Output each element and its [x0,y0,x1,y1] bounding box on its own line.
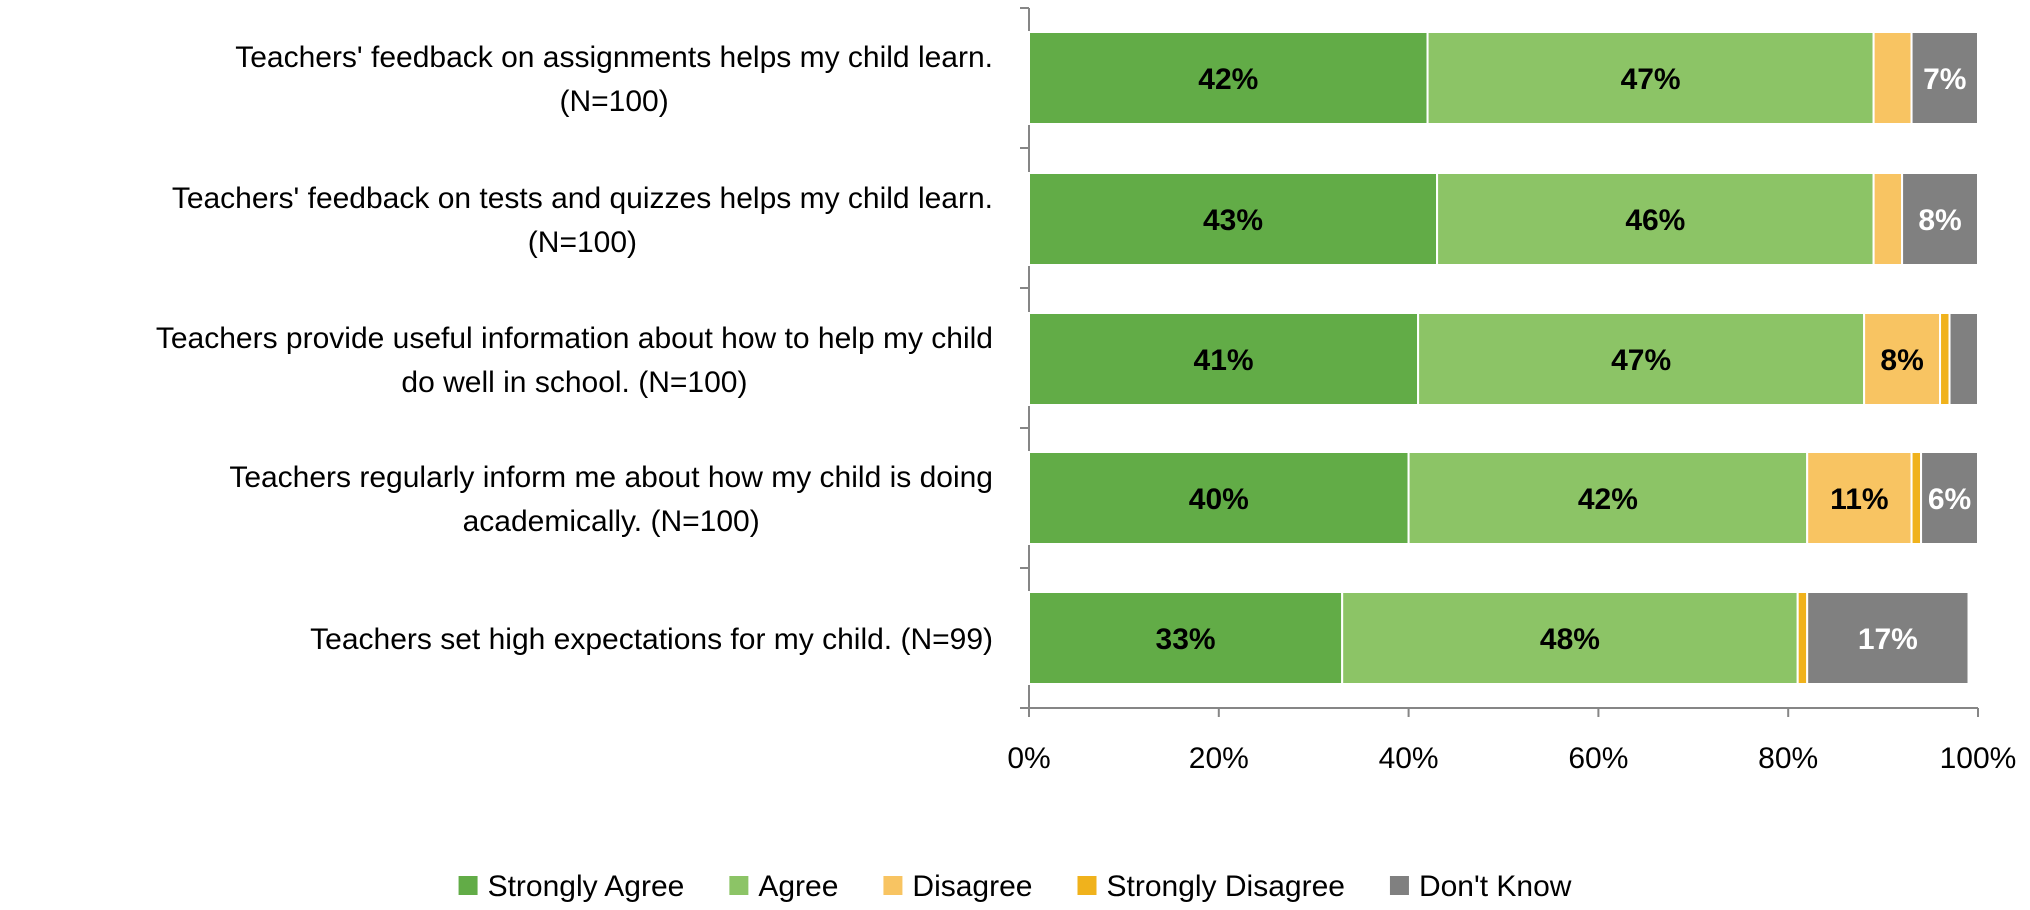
category-label: Teachers set high expectations for my ch… [310,623,993,656]
category-label: Teachers provide useful information abou… [156,322,993,399]
data-label: 42% [1578,483,1638,516]
x-tick-label: 80% [1758,742,1818,775]
bar-segment [1028,591,1344,685]
bar-segment [1028,451,1410,545]
category-label-line: Teachers set high expectations for my ch… [310,623,993,656]
data-label: 33% [1156,623,1216,656]
bar-segment [1806,591,1970,685]
legend-label: Agree [758,870,838,903]
category-label-line: Teachers regularly inform me about how m… [229,461,993,494]
data-label: 17% [1858,623,1918,656]
data-label: 6% [1928,483,1971,516]
data-label: 41% [1194,344,1254,377]
legend-label: Strongly Disagree [1106,870,1344,903]
legend-swatch [883,876,903,895]
bar-segment [1028,312,1420,406]
category-label-line: Teachers provide useful information abou… [156,322,993,355]
data-label: 40% [1189,483,1249,516]
bar-segment [1939,312,1951,406]
legend-swatch [1077,876,1097,895]
bar-segment [1872,172,1904,266]
category-label: Teachers regularly inform me about how m… [229,461,993,538]
x-tick-label: 20% [1189,742,1249,775]
data-label: 47% [1611,344,1671,377]
category-label-line: (N=100) [528,226,637,259]
data-label: 42% [1198,63,1258,96]
bar-segment [1796,591,1809,685]
bar-segment [1901,172,1979,266]
bar-segment [1910,31,1979,125]
category-label-line: Teachers' feedback on assignments helps … [235,41,993,74]
x-tick-label: 0% [1007,742,1050,775]
bar-segment [1910,451,1923,545]
bar-segment [1920,451,1980,545]
data-label: 8% [1880,344,1923,377]
data-label: 8% [1918,204,1961,237]
data-label: 11% [1830,483,1888,516]
data-label: 48% [1540,623,1600,656]
legend-swatch [458,876,478,895]
x-tick-label: 100% [1940,742,2017,775]
x-tick-label: 60% [1568,742,1628,775]
bar-segment [1436,172,1875,266]
bar-segment [1417,312,1866,406]
x-tick-label: 40% [1379,742,1439,775]
legend-label: Disagree [912,870,1032,903]
bar-segment [1948,312,1980,406]
legend-swatch [1389,876,1409,895]
bar-segment [1872,31,1913,125]
data-label: 47% [1621,63,1681,96]
category-label-line: Teachers' feedback on tests and quizzes … [172,182,993,215]
data-label: 43% [1203,204,1263,237]
category-label-line: academically. (N=100) [463,505,760,538]
legend-label: Don't Know [1419,870,1572,903]
category-label-line: do well in school. (N=100) [401,366,747,399]
data-label: 46% [1625,204,1685,237]
legend-swatch [729,876,749,895]
data-label: 7% [1923,63,1966,96]
legend-label: Strongly Agree [488,870,685,903]
bar-segment [1806,451,1913,545]
category-label-line: (N=100) [559,85,668,118]
bar-segment [1407,451,1809,545]
category-label: Teachers' feedback on tests and quizzes … [172,182,993,259]
category-label: Teachers' feedback on assignments helps … [235,41,993,118]
bar-segment [1341,591,1799,685]
